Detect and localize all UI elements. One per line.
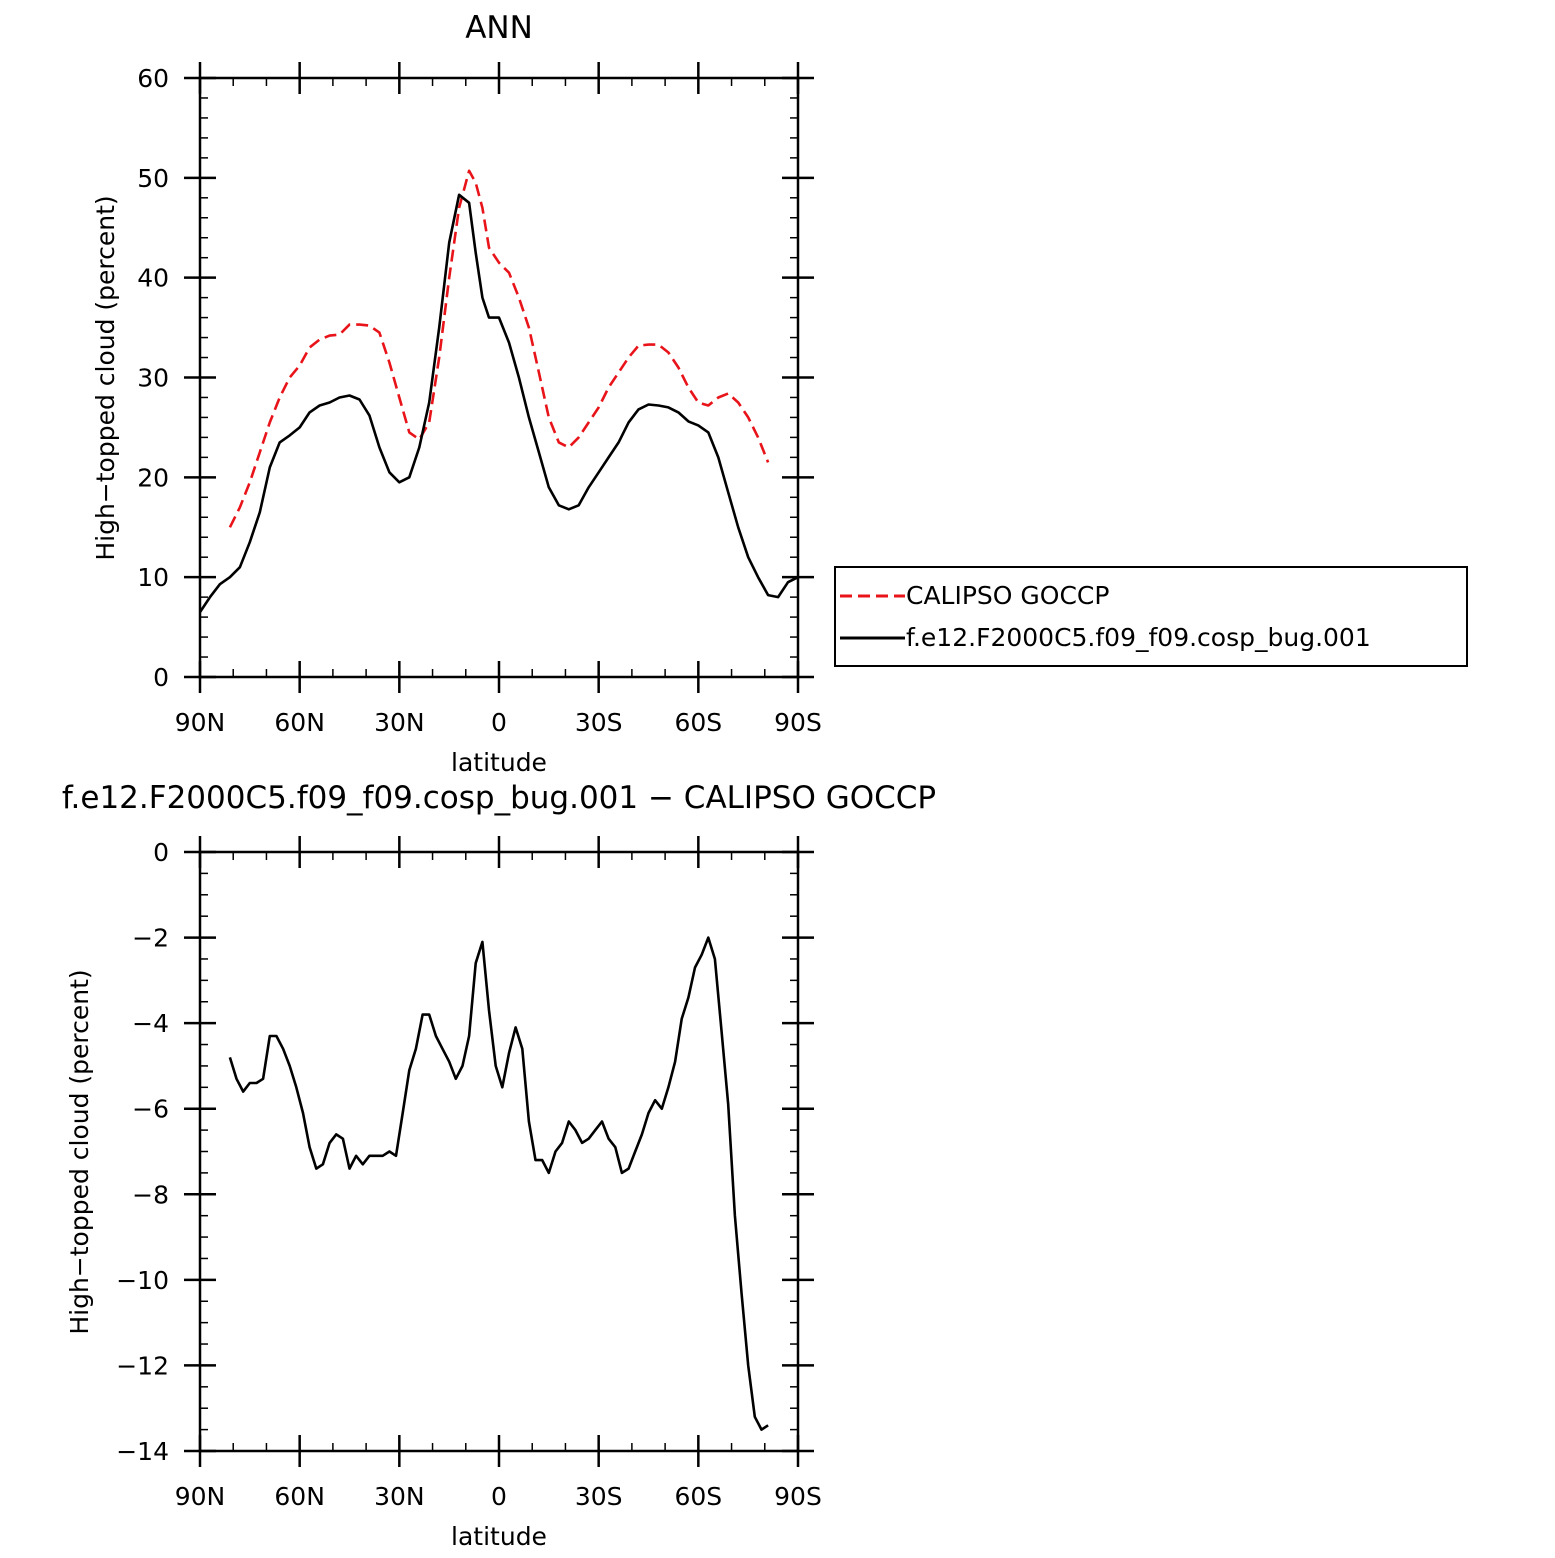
bottom-panel: f.e12.F2000C5.f09_f09.cosp_bug.001 − CAL… <box>62 780 936 1551</box>
y-tick-label: −8 <box>132 1180 169 1209</box>
top-series-lines <box>198 169 799 613</box>
x-tick-label: 30S <box>575 1482 623 1511</box>
x-tick-label: 90S <box>774 1482 822 1511</box>
top-plot-frame <box>198 76 800 679</box>
y-tick-label: 60 <box>137 64 169 93</box>
y-tick-label: 0 <box>153 663 169 692</box>
top-x-tick-labels: 90N 60N 30N 0 30S 60S 90S <box>175 708 822 737</box>
series-line-1 <box>198 193 799 613</box>
x-tick-label: 30N <box>374 1482 425 1511</box>
top-chart-title: ANN <box>465 10 533 46</box>
x-tick-label: 30N <box>374 708 425 737</box>
top-axis-ticks <box>184 62 814 693</box>
y-tick-label: −6 <box>132 1095 169 1124</box>
y-tick-label: 40 <box>137 264 169 293</box>
x-tick-label: 60N <box>274 1482 325 1511</box>
bottom-axis-ticks <box>184 836 814 1467</box>
y-tick-label: 10 <box>137 563 169 592</box>
x-tick-label: 90N <box>175 708 226 737</box>
x-tick-label: 90N <box>175 1482 226 1511</box>
y-tick-label: −2 <box>132 924 169 953</box>
bottom-y-axis-label: High−topped cloud (percent) <box>65 969 94 1334</box>
x-tick-label: 90S <box>774 708 822 737</box>
y-tick-label: 30 <box>137 364 169 393</box>
bottom-series-lines <box>228 936 769 1431</box>
legend-box <box>834 566 1468 667</box>
y-tick-label: −14 <box>116 1437 169 1466</box>
y-tick-label: 0 <box>153 838 169 867</box>
legend: CALIPSO GOCCP f.e12.F2000C5.f09_f09.cosp… <box>834 566 1468 667</box>
x-tick-label: 60S <box>674 1482 722 1511</box>
x-tick-label: 0 <box>491 708 507 737</box>
y-tick-label: −4 <box>132 1009 169 1038</box>
x-tick-label: 60N <box>274 708 325 737</box>
x-tick-label: 0 <box>491 1482 507 1511</box>
series-line-0 <box>228 936 769 1431</box>
top-x-axis-label: latitude <box>451 748 547 777</box>
top-panel: ANN 90N 60N 30N 0 30S 60S 90S 0 10 20 30 40 50 60 la… <box>91 10 822 777</box>
y-tick-label: 50 <box>137 164 169 193</box>
top-y-axis-label: High−topped cloud (percent) <box>91 195 120 560</box>
bottom-x-axis-label: latitude <box>451 1522 547 1551</box>
bottom-y-tick-labels: 0 −2 −4 −6 −8 −10 −12 −14 <box>116 838 169 1466</box>
y-tick-label: 20 <box>137 463 169 492</box>
x-tick-label: 30S <box>575 708 623 737</box>
legend-label-calipso: CALIPSO GOCCP <box>906 581 1109 610</box>
x-tick-label: 60S <box>674 708 722 737</box>
bottom-chart-title: f.e12.F2000C5.f09_f09.cosp_bug.001 − CAL… <box>62 780 936 816</box>
bottom-plot-frame <box>198 850 800 1453</box>
y-tick-label: −10 <box>116 1266 169 1295</box>
bottom-x-tick-labels: 90N 60N 30N 0 30S 60S 90S <box>175 1482 822 1511</box>
top-y-tick-labels: 0 10 20 30 40 50 60 <box>137 64 169 692</box>
legend-label-model: f.e12.F2000C5.f09_f09.cosp_bug.001 <box>906 623 1371 652</box>
y-tick-label: −12 <box>116 1351 169 1380</box>
series-line-0 <box>228 169 770 528</box>
